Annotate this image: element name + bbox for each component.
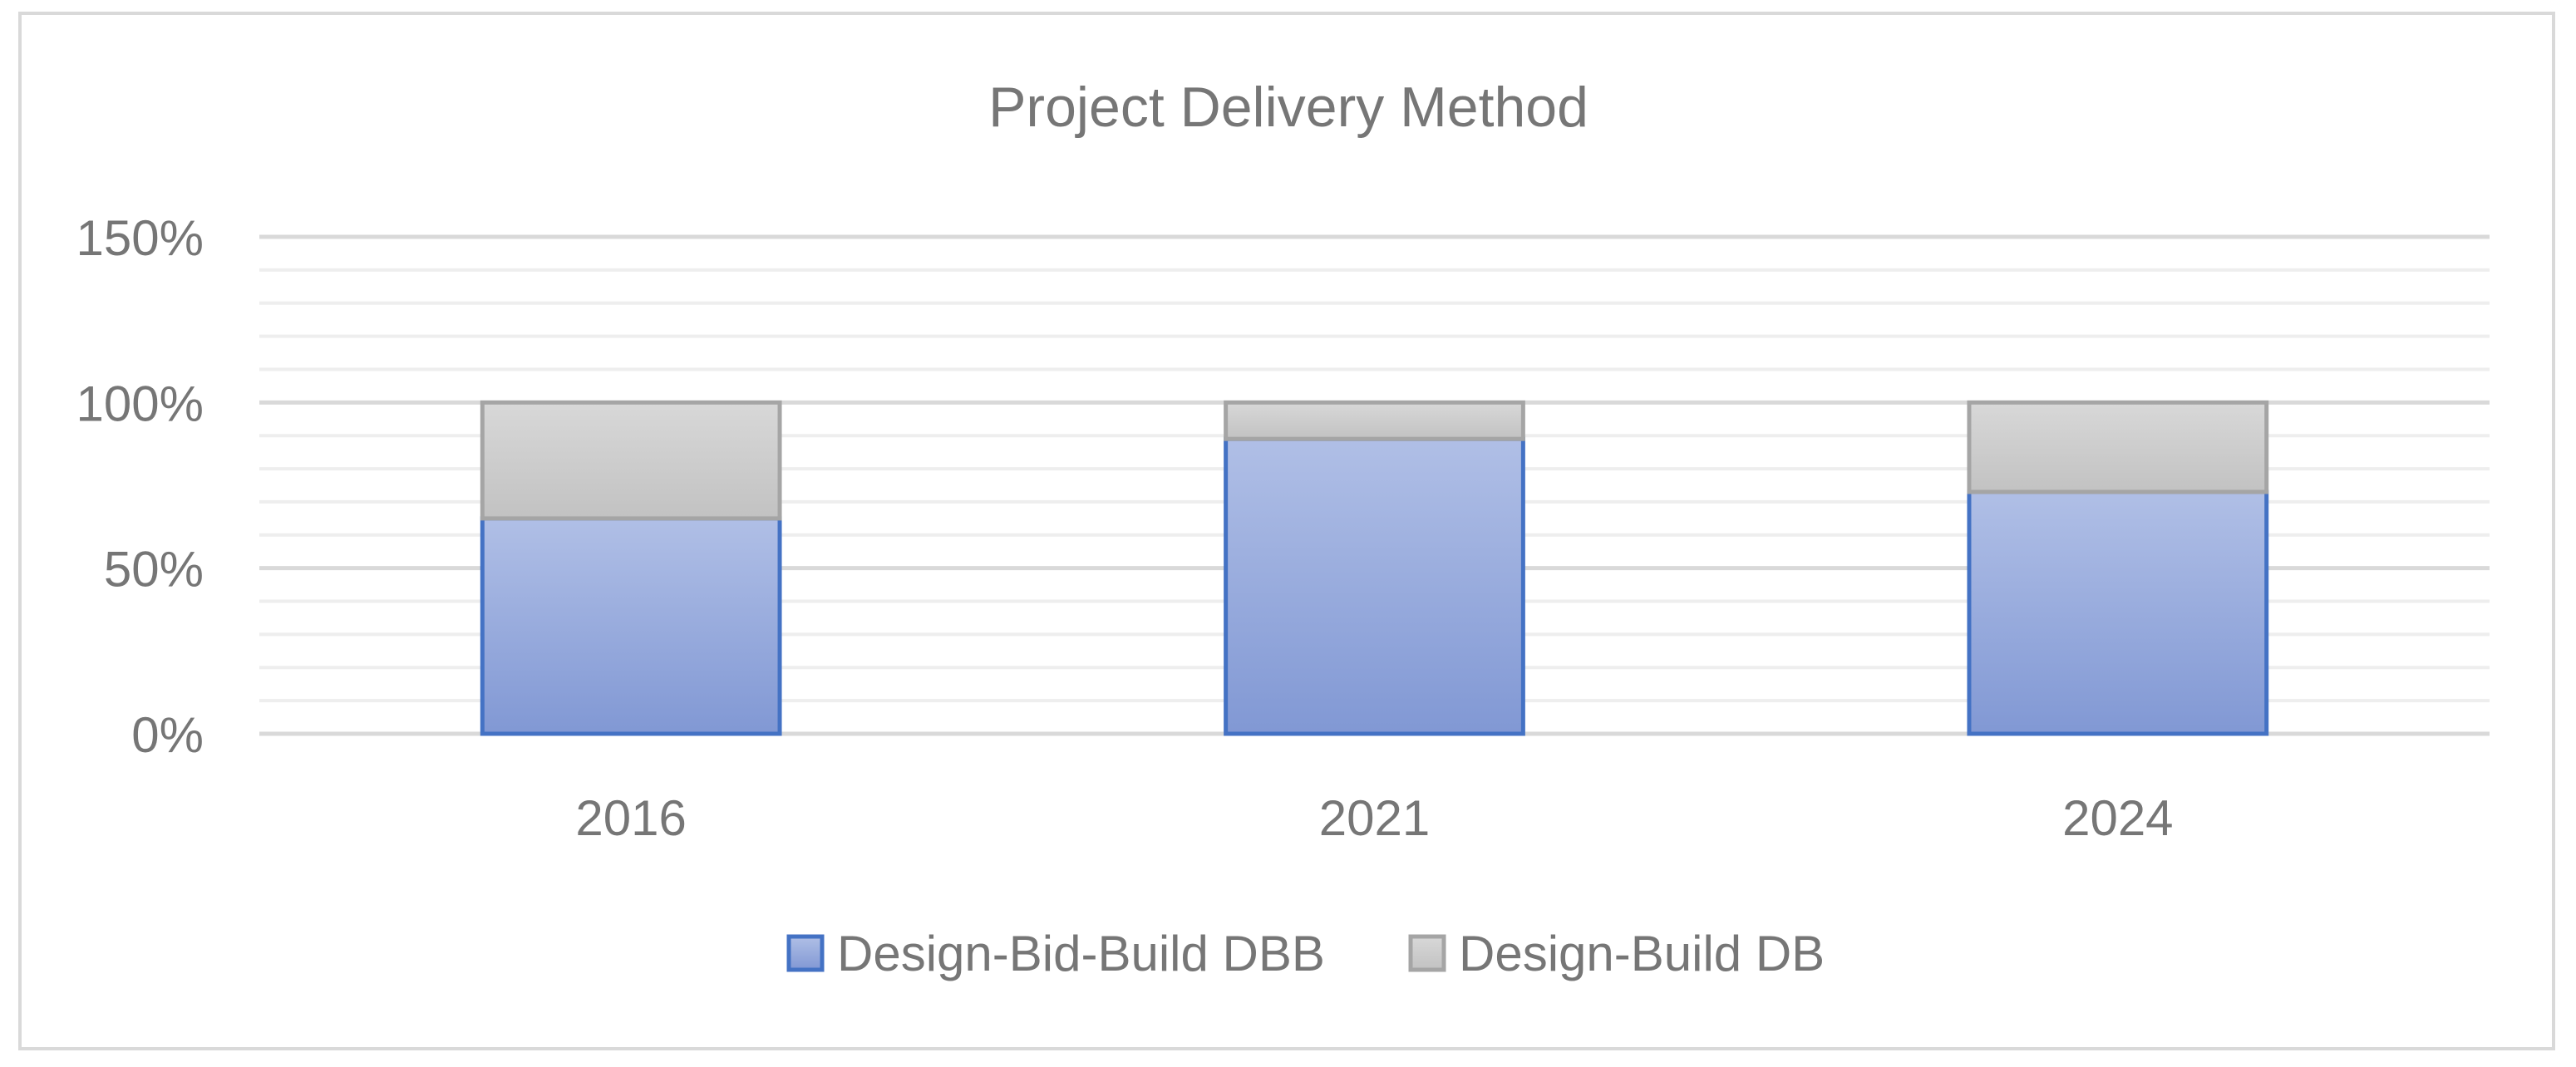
chart-title: Project Delivery Method — [988, 76, 1588, 139]
x-tick-label: 2021 — [1319, 790, 1430, 846]
bar-design-build-db-2024 — [1967, 400, 2269, 494]
x-tick-label: 2016 — [575, 790, 686, 846]
y-axis-tick-labels: 0% 50% 100% 150% — [76, 210, 204, 763]
legend-label: Design-Bid-Build DBB — [837, 926, 1325, 981]
bar-design-bid-build-dbb-2021 — [1224, 436, 1525, 736]
x-axis-tick-labels: 2016 2021 2024 — [575, 790, 2173, 846]
legend-swatch — [1408, 934, 1446, 972]
y-tick-label: 100% — [76, 376, 204, 431]
legend-item-design-bid-build-dbb: Design-Bid-Build DBB — [786, 926, 1325, 981]
legend: Design-Bid-Build DBB Design-Build DB — [786, 926, 1825, 981]
bar-design-build-db-2021 — [1224, 400, 1525, 441]
legend-swatch — [786, 934, 825, 972]
bar-design-build-db-2016 — [480, 400, 782, 521]
y-tick-label: 50% — [104, 542, 204, 597]
x-tick-label: 2024 — [2062, 790, 2173, 846]
bar-design-bid-build-dbb-2016 — [480, 516, 782, 736]
y-tick-label: 0% — [131, 707, 204, 763]
legend-item-design-build-db: Design-Build DB — [1408, 926, 1825, 981]
bar-design-bid-build-dbb-2024 — [1967, 489, 2269, 736]
y-tick-label: 150% — [76, 210, 204, 266]
legend-label: Design-Build DB — [1459, 926, 1825, 981]
bars — [480, 400, 2269, 736]
